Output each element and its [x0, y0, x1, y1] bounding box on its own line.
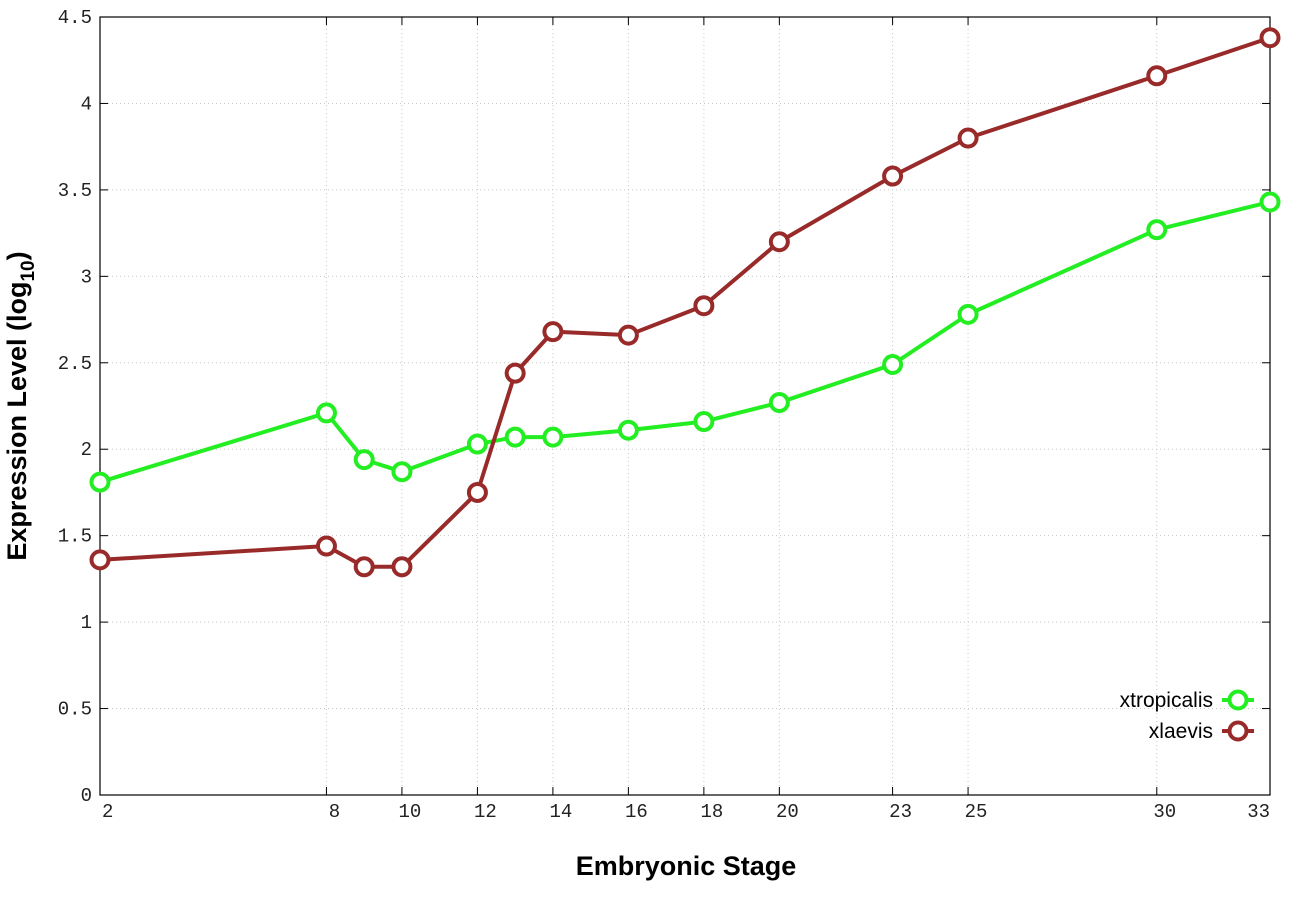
- data-point-xlaevis: [504, 362, 526, 384]
- x-tick-label: 18: [700, 801, 723, 823]
- y-axis-title: Expression Level (log10): [2, 251, 39, 560]
- data-point-xtropicalis: [882, 354, 904, 376]
- x-tick-label: 25: [965, 801, 988, 823]
- series-layer: [89, 27, 1281, 578]
- x-tick-label: 23: [889, 801, 912, 823]
- data-point-xlaevis: [542, 321, 564, 343]
- data-point-xlaevis: [693, 295, 715, 317]
- y-tick-label: 2.5: [58, 353, 92, 375]
- data-point-xtropicalis: [353, 449, 375, 471]
- y-tick-label: 4.5: [58, 7, 92, 29]
- plot-frame: [99, 16, 1271, 796]
- data-point-xtropicalis: [466, 433, 488, 455]
- y-tick-label: 0: [81, 785, 92, 807]
- grid: [100, 17, 1270, 795]
- series-line-xlaevis: [99, 35, 1271, 569]
- x-tick-label: 16: [625, 801, 648, 823]
- y-tick-label: 1: [81, 612, 92, 634]
- legend: xtropicalis xlaevis: [1120, 689, 1254, 743]
- data-point-xlaevis: [89, 549, 111, 571]
- legend-marker-xlaevis: [1227, 720, 1249, 742]
- y-tick-label: 2: [81, 439, 92, 461]
- data-point-xtropicalis: [315, 402, 337, 424]
- data-point-xlaevis: [957, 127, 979, 149]
- data-point-xlaevis: [466, 481, 488, 503]
- data-point-xtropicalis: [1259, 191, 1281, 213]
- y-axis-title-main: Expression Level (log: [2, 282, 32, 561]
- legend-marker-xtropicalis: [1227, 689, 1249, 711]
- data-point-xtropicalis: [617, 419, 639, 441]
- data-point-xtropicalis: [693, 411, 715, 433]
- x-tick-label: 10: [399, 801, 422, 823]
- y-tick-label: 4: [81, 93, 92, 115]
- x-tick-label: 30: [1153, 801, 1176, 823]
- x-tick-label: 12: [474, 801, 497, 823]
- data-point-xtropicalis: [89, 471, 111, 493]
- x-tick-label: 20: [776, 801, 799, 823]
- x-axis-title: Embryonic Stage: [576, 851, 797, 881]
- x-tick-label: 2: [102, 801, 113, 823]
- data-point-xlaevis: [768, 231, 790, 253]
- data-point-xlaevis: [617, 324, 639, 346]
- axes: 0 0.5 1 1.5 2 2.5 3 3.5 4 4.5 2 8 10 12 14 16 18 20 23 25 30…: [58, 7, 1271, 823]
- legend-label-xtropicalis: xtropicalis: [1120, 689, 1213, 712]
- y-tick-label: 3.5: [58, 180, 92, 202]
- data-point-xtropicalis: [1146, 219, 1168, 241]
- data-point-xtropicalis: [957, 303, 979, 325]
- legend-label-xlaevis: xlaevis: [1149, 720, 1213, 743]
- y-tick-label: 0.5: [58, 699, 92, 721]
- data-point-xlaevis: [1259, 27, 1281, 49]
- data-point-xlaevis: [882, 165, 904, 187]
- data-point-xtropicalis: [542, 426, 564, 448]
- y-axis-title-subscript: 10: [18, 260, 39, 281]
- data-point-xtropicalis: [768, 392, 790, 414]
- y-tick-label: 3: [81, 266, 92, 288]
- series-line-xtropicalis: [99, 200, 1271, 484]
- x-tick-label: 8: [329, 801, 340, 823]
- data-point-xlaevis: [1146, 65, 1168, 87]
- data-point-xlaevis: [315, 535, 337, 557]
- data-point-xlaevis: [391, 556, 413, 578]
- y-tick-label: 1.5: [58, 526, 92, 548]
- data-point-xtropicalis: [391, 461, 413, 483]
- x-tick-label: 14: [549, 801, 572, 823]
- y-axis-title-close: ): [2, 251, 32, 260]
- data-point-xlaevis: [353, 556, 375, 578]
- data-point-xtropicalis: [504, 426, 526, 448]
- x-tick-label: 33: [1247, 801, 1270, 823]
